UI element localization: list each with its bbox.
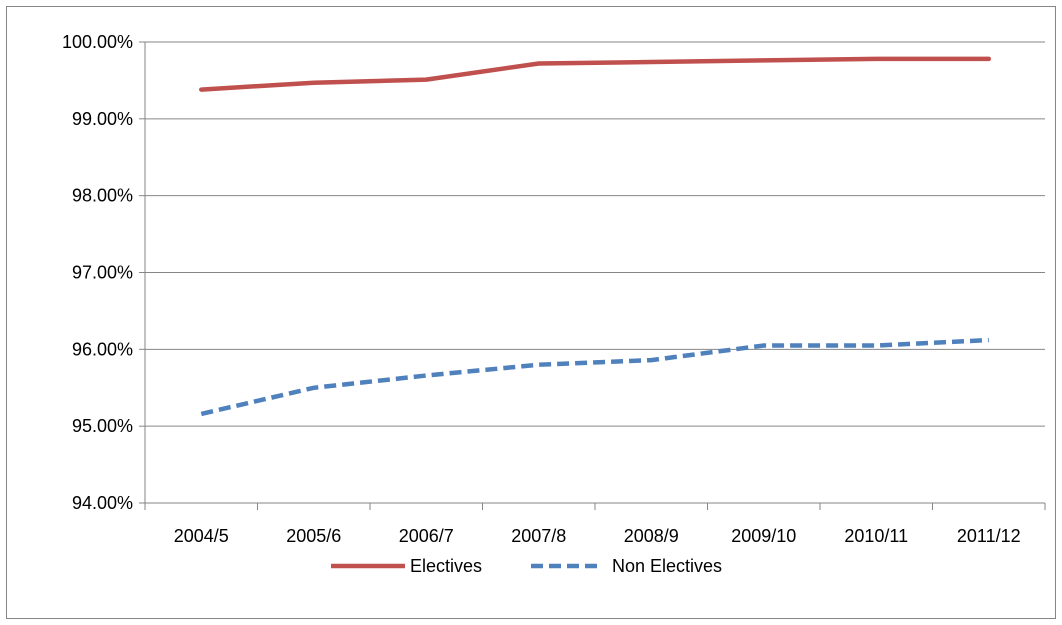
legend[interactable]: Electives Non Electives	[331, 556, 722, 576]
gridlines	[145, 41, 1045, 427]
y-tick-label: 96.00%	[72, 339, 133, 359]
series-line-electives	[199, 56, 992, 92]
series-line-non-electives	[200, 337, 989, 417]
x-tick-label: 2006/7	[399, 526, 454, 546]
x-tick-label: 2005/6	[286, 526, 341, 546]
y-tick-label: 98.00%	[72, 186, 133, 206]
legend-label: Non Electives	[612, 556, 722, 576]
x-tick-label: 2008/9	[624, 526, 679, 546]
x-tick-label: 2004/5	[174, 526, 229, 546]
x-tick-label: 2009/10	[731, 526, 796, 546]
tick-labels: 94.00% 95.00% 96.00% 97.00% 98.00% 99.00% 100.…	[62, 32, 1021, 546]
chart-frame	[6, 6, 1056, 619]
legend-label: Electives	[410, 556, 482, 576]
x-tick-label: 2010/11	[844, 526, 908, 546]
y-tick-label: 94.00%	[72, 493, 133, 513]
axes	[139, 41, 1046, 510]
y-tick-label: 99.00%	[72, 109, 133, 129]
series-lines	[199, 56, 992, 417]
y-tick-label: 100.00%	[62, 32, 133, 52]
y-tick-label: 95.00%	[72, 416, 133, 436]
y-tick-label: 97.00%	[72, 263, 133, 283]
x-tick-label: 2007/8	[511, 526, 566, 546]
x-tick-label: 2011/12	[957, 526, 1021, 546]
